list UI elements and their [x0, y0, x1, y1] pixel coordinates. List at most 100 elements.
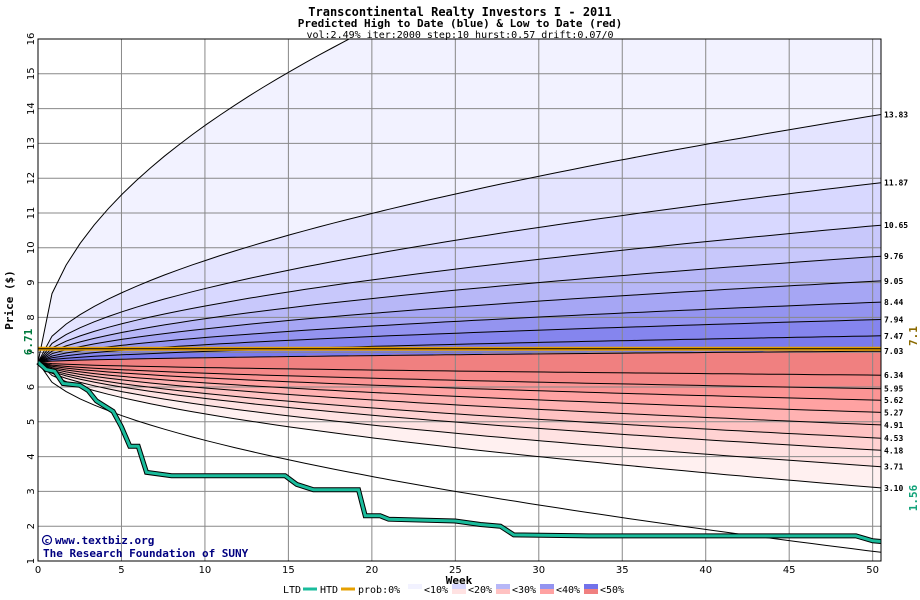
quantile-end-label: 4.91 [884, 421, 903, 430]
quantile-end-label: 10.65 [884, 221, 908, 230]
high-quantile-line [38, 114, 881, 363]
y-tick-label: 10 [26, 241, 37, 254]
legend-ltd-label: LTD [283, 585, 301, 596]
low-band-9 [38, 350, 881, 376]
copyright-symbol: c [45, 537, 49, 545]
y-tick-label: 2 [26, 523, 37, 529]
low-quantile-line [38, 361, 881, 489]
legend-band-swatch-low [408, 589, 422, 594]
legend-band-label: <10% [424, 585, 448, 596]
x-tick-label: 35 [616, 565, 629, 576]
chart-subtitle: Predicted High to Date (blue) & Low to D… [298, 17, 623, 30]
legend-band-label: <30% [512, 585, 536, 596]
y-tick-label: 4 [26, 453, 37, 459]
quantile-end-label: 3.10 [884, 484, 903, 493]
grid-lines [37, 38, 881, 562]
x-tick-label: 45 [783, 565, 796, 576]
high-quantile-line [38, 255, 881, 363]
low-quantile-line [38, 361, 881, 390]
high-quantile-line [38, 350, 881, 363]
x-tick-label: 25 [449, 565, 462, 576]
low-quantile-line [38, 361, 881, 451]
y-tick-label: 1 [26, 558, 37, 564]
probability-bands [38, 39, 881, 553]
legend-band-label: <40% [556, 585, 580, 596]
x-tick-label: 5 [118, 565, 124, 576]
y-axis-label: Price ($) [3, 270, 16, 330]
series-lines [36, 360, 882, 544]
x-tick-label: 0 [35, 565, 41, 576]
plot-frame [37, 38, 882, 562]
simulation-params: vol:2.49% iter:2000 step:10 hurst:0.57 d… [306, 30, 613, 41]
x-axis-label: Week [446, 574, 473, 587]
quantile-end-label: 7.94 [884, 315, 903, 324]
quantile-end-label: 6.34 [884, 371, 903, 380]
last-ltd-label: 1.56 [907, 484, 920, 511]
quantile-end-label: 7.03 [884, 347, 903, 356]
quantile-end-label: 9.76 [884, 252, 903, 261]
quantile-end-label: 7.47 [884, 332, 903, 341]
legend-band-swatch-low [540, 589, 554, 594]
legend-band-swatch-low [584, 589, 598, 594]
quantile-lines [38, 39, 881, 553]
credit-url[interactable]: www.textbiz.org [55, 534, 154, 547]
x-tick-label: 20 [365, 565, 378, 576]
quantile-end-label: 4.53 [884, 434, 903, 443]
legend-prob-label: prob:0% [358, 585, 400, 596]
legend-htd-label: HTD [320, 585, 338, 596]
y-tick-label: 8 [26, 314, 37, 320]
ltd-series-line [37, 361, 882, 543]
y-tick-label: 7 [26, 349, 37, 355]
legend-band-label: <20% [468, 585, 492, 596]
y-tick-label: 3 [26, 488, 37, 494]
x-tick-label: 40 [699, 565, 712, 576]
legend-band-swatch-high [496, 584, 510, 589]
low-quantile-line [38, 361, 881, 401]
start-price-label: 6.71 [22, 328, 35, 355]
y-tick-label: 12 [26, 172, 37, 185]
y-tick-label: 16 [26, 33, 37, 46]
x-tick-label: 50 [866, 565, 879, 576]
quantile-end-label: 3.71 [884, 463, 903, 472]
y-tick-label: 13 [26, 137, 37, 150]
quantile-end-label: 5.27 [884, 408, 903, 417]
y-tick-label: 5 [26, 419, 37, 425]
legend-band-swatch-high [540, 584, 554, 589]
low-quantile-line [38, 361, 881, 426]
high-quantile-line [38, 280, 881, 363]
high-quantile-line [38, 182, 881, 363]
high-quantile-line [38, 301, 881, 363]
quantile-end-labels: 13.83 11.87 10.65 9.76 9.05 8.44 7.94 7.47 7.03 6… [884, 111, 908, 493]
axis-ticks: 0 5 10 15 20 25 30 35 40 45 5012345678910111213141… [26, 33, 879, 576]
quantile-end-label: 11.87 [884, 179, 908, 188]
legend-band-swatch-low [452, 589, 466, 594]
x-tick-label: 15 [282, 565, 295, 576]
y-tick-label: 15 [26, 67, 37, 80]
low-quantile-line [38, 361, 881, 413]
legend-band-swatch-high [452, 584, 466, 589]
credit-block: c www.textbiz.org The Research Foundatio… [41, 534, 249, 560]
y-tick-label: 6 [26, 384, 37, 390]
low-quantile-line [38, 361, 881, 376]
quantile-end-label: 8.44 [884, 298, 903, 307]
copyright-icon [41, 534, 53, 546]
high-quantile-line [38, 319, 881, 363]
quantile-end-label: 5.95 [884, 385, 903, 394]
quantile-end-label: 13.83 [884, 111, 908, 120]
x-tick-label: 10 [199, 565, 212, 576]
y-tick-label: 11 [26, 207, 37, 220]
high-quantile-line [38, 39, 351, 363]
legend: LTD HTD prob:0% <10% <20% <30% <40% <50% [283, 584, 624, 596]
credit-org: The Research Foundation of SUNY [43, 547, 249, 560]
y-tick-label: 9 [26, 279, 37, 285]
low-quantile-line [38, 361, 881, 468]
y-tick-label: 14 [26, 102, 37, 115]
high-quantile-line [38, 335, 881, 363]
chart-title: Transcontinental Realty Investors I - 20… [308, 5, 611, 19]
legend-band-swatch-high [584, 584, 598, 589]
legend-band-label: <50% [600, 585, 624, 596]
reference-price-label: 7.1 [907, 326, 920, 346]
low-quantile-line [38, 361, 881, 439]
quantile-end-label: 5.62 [884, 396, 903, 405]
quantile-end-label: 9.05 [884, 277, 903, 286]
